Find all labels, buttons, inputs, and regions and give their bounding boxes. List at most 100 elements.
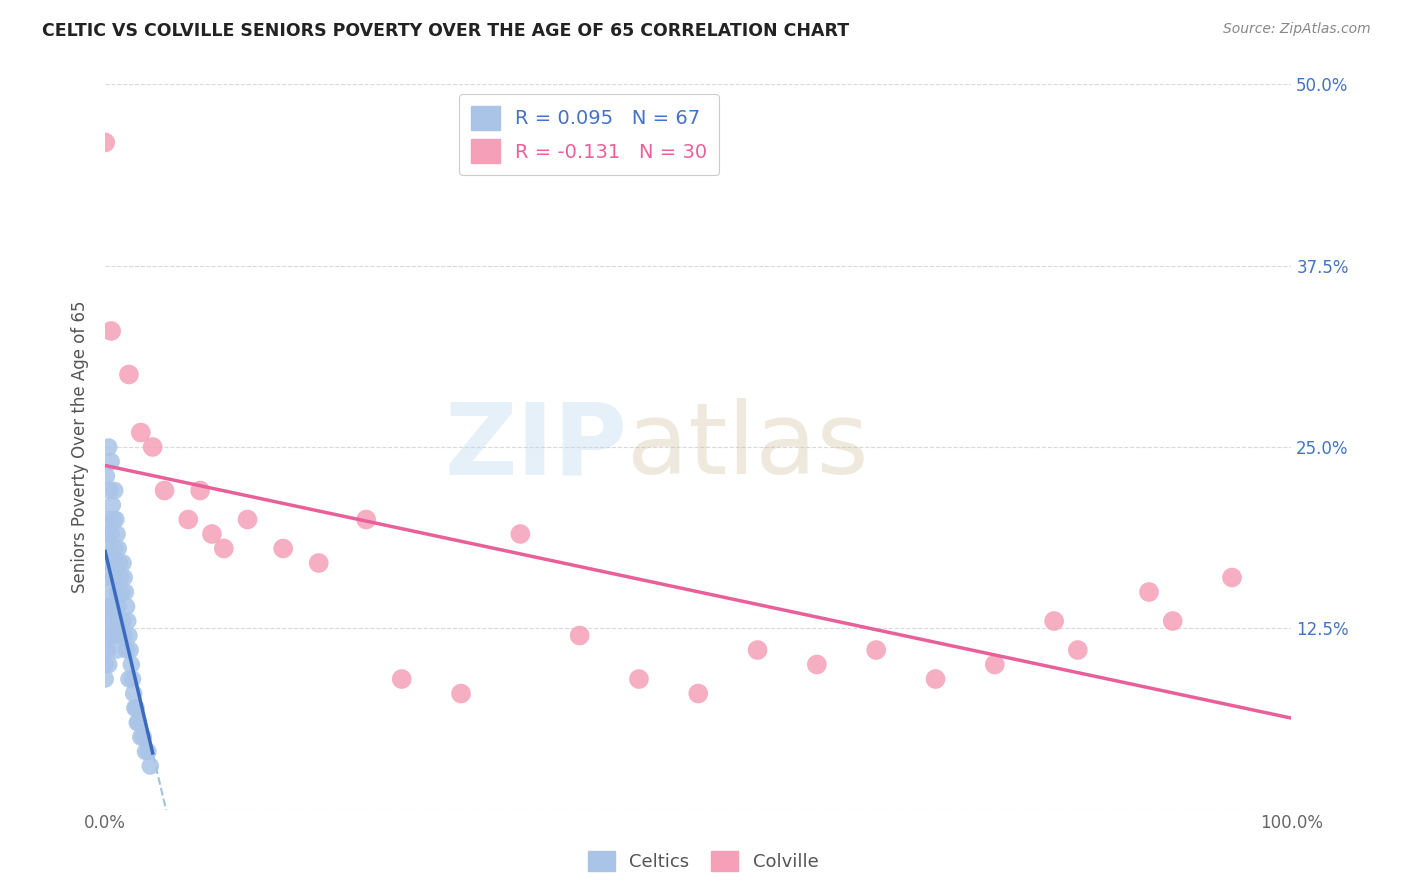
Point: [112, 570, 135, 584]
Point: [101, 614, 124, 628]
Point: [94, 657, 117, 672]
Point: [1137, 585, 1160, 599]
Point: [509, 527, 531, 541]
Text: ZIP: ZIP: [444, 399, 627, 495]
Point: [450, 686, 472, 700]
Point: [1220, 570, 1243, 584]
Point: [100, 454, 122, 468]
Point: [117, 614, 139, 628]
Point: [627, 672, 650, 686]
Point: [98, 556, 121, 570]
Point: [96, 512, 118, 526]
Point: [101, 556, 124, 570]
Point: [688, 686, 710, 700]
Point: [129, 730, 152, 744]
Point: [97, 527, 120, 541]
Point: [110, 570, 132, 584]
Point: [354, 512, 377, 526]
Text: atlas: atlas: [627, 399, 869, 495]
Text: Source: ZipAtlas.com: Source: ZipAtlas.com: [1223, 22, 1371, 37]
Point: [104, 599, 127, 614]
Point: [135, 745, 157, 759]
Point: [111, 585, 134, 599]
Point: [105, 585, 128, 599]
Point: [142, 440, 165, 454]
Point: [97, 541, 120, 556]
Point: [111, 614, 134, 628]
Point: [97, 657, 120, 672]
Point: [97, 643, 120, 657]
Point: [108, 556, 131, 570]
Point: [96, 570, 118, 584]
Point: [96, 614, 118, 628]
Point: [124, 701, 146, 715]
Point: [105, 643, 128, 657]
Point: [806, 657, 828, 672]
Point: [139, 759, 162, 773]
Legend: R = 0.095   N = 67, R = -0.131   N = 30: R = 0.095 N = 67, R = -0.131 N = 30: [458, 95, 718, 175]
Text: CELTIC VS COLVILLE SENIORS POVERTY OVER THE AGE OF 65 CORRELATION CHART: CELTIC VS COLVILLE SENIORS POVERTY OVER …: [42, 22, 849, 40]
Point: [391, 672, 413, 686]
Point: [107, 599, 129, 614]
Point: [108, 614, 131, 628]
Point: [94, 672, 117, 686]
Point: [100, 527, 122, 541]
Point: [118, 628, 141, 642]
Point: [98, 483, 121, 498]
Point: [104, 483, 127, 498]
Point: [153, 483, 176, 498]
Point: [984, 657, 1007, 672]
Point: [924, 672, 946, 686]
Point: [103, 570, 125, 584]
Point: [104, 570, 127, 584]
Point: [122, 686, 145, 700]
Point: [97, 440, 120, 454]
Point: [136, 745, 159, 759]
Point: [568, 628, 591, 642]
Point: [103, 628, 125, 642]
Point: [127, 715, 149, 730]
Point: [129, 425, 152, 440]
Point: [125, 701, 148, 715]
Point: [1043, 614, 1066, 628]
Point: [865, 643, 887, 657]
Point: [188, 483, 211, 498]
Point: [132, 730, 155, 744]
Point: [115, 599, 138, 614]
Point: [97, 599, 120, 614]
Point: [104, 628, 127, 642]
Point: [104, 512, 127, 526]
Point: [101, 498, 124, 512]
Point: [98, 628, 121, 642]
Point: [212, 541, 235, 556]
Point: [236, 512, 259, 526]
Point: [177, 512, 200, 526]
Point: [105, 527, 128, 541]
Point: [201, 527, 224, 541]
Point: [107, 541, 129, 556]
Point: [96, 469, 118, 483]
Point: [271, 541, 294, 556]
Point: [118, 672, 141, 686]
Point: [97, 585, 120, 599]
Point: [114, 585, 136, 599]
Point: [111, 556, 134, 570]
Point: [104, 541, 127, 556]
Point: [118, 368, 141, 382]
Point: [127, 715, 149, 730]
Legend: Celtics, Colville: Celtics, Colville: [581, 844, 825, 879]
Point: [100, 599, 122, 614]
Point: [94, 643, 117, 657]
Point: [120, 657, 142, 672]
Point: [100, 324, 122, 338]
Point: [308, 556, 330, 570]
Point: [112, 628, 135, 642]
Y-axis label: Seniors Poverty Over the Age of 65: Seniors Poverty Over the Age of 65: [72, 301, 89, 593]
Point: [94, 599, 117, 614]
Point: [1161, 614, 1184, 628]
Point: [110, 628, 132, 642]
Point: [115, 643, 138, 657]
Point: [121, 672, 143, 686]
Point: [1067, 643, 1090, 657]
Point: [94, 136, 117, 150]
